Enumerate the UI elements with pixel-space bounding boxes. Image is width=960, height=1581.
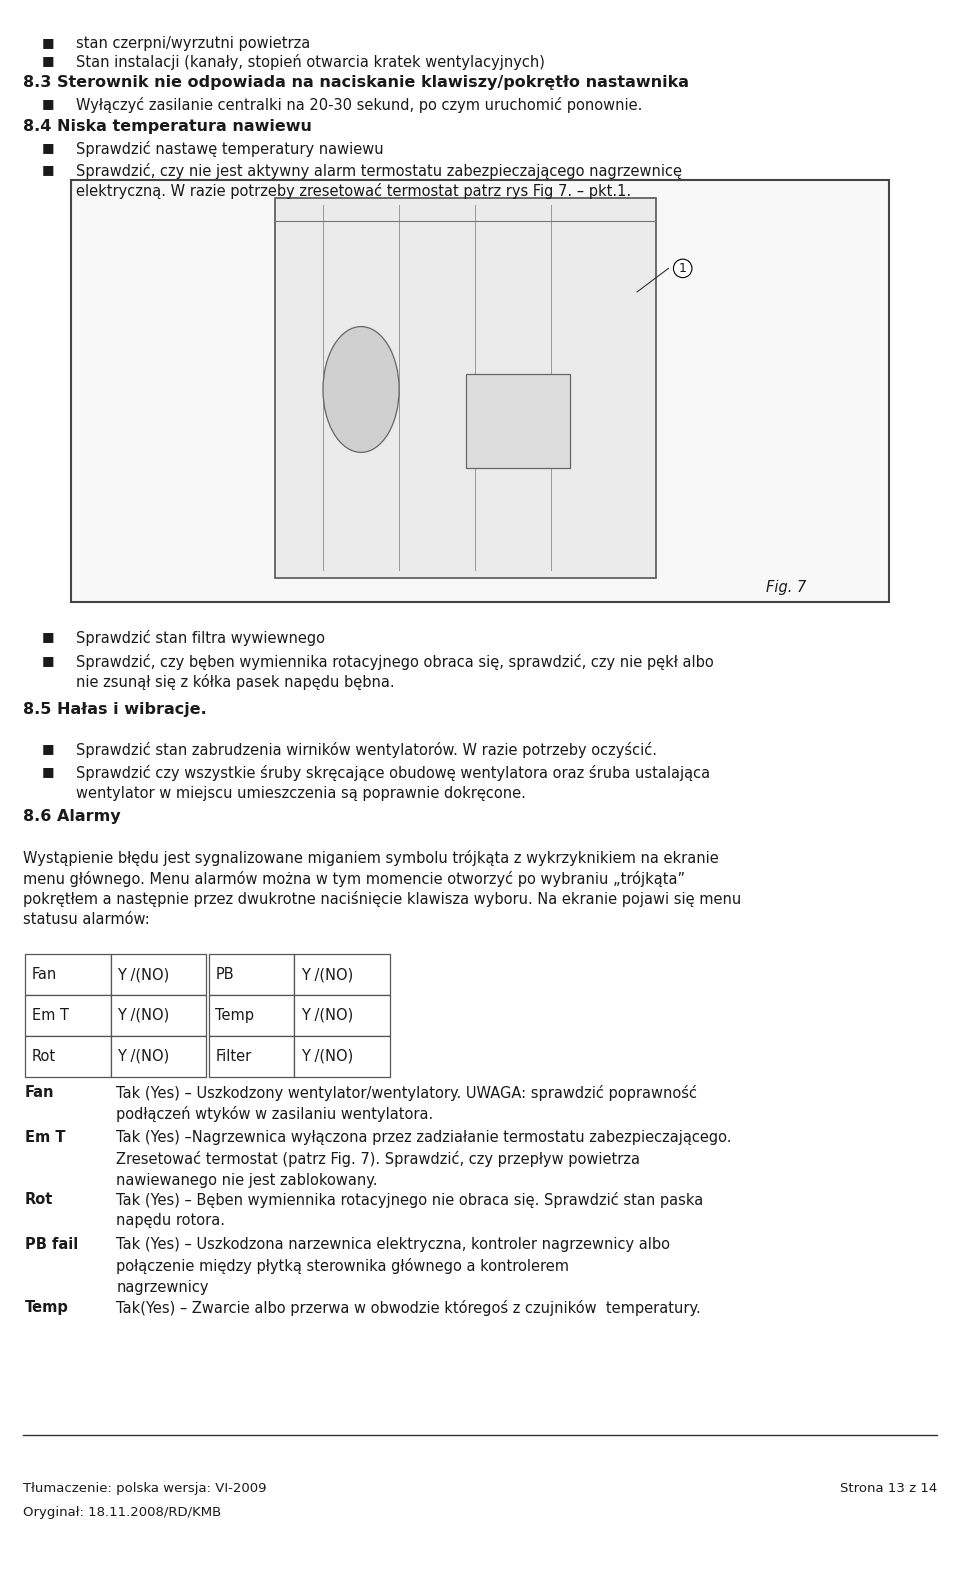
Text: PB: PB [215, 968, 234, 982]
Text: PB fail: PB fail [25, 1238, 79, 1252]
Text: Sprawdzić, czy nie jest aktywny alarm termostatu zabezpieczającego nagrzewnicę: Sprawdzić, czy nie jest aktywny alarm te… [76, 163, 682, 179]
Text: Tak (Yes) – Uszkodzony wentylator/wentylatory. UWAGA: sprawdzić poprawność: Tak (Yes) – Uszkodzony wentylator/wentyl… [116, 1085, 698, 1100]
Text: połączenie między płytką sterownika głównego a kontrolerem: połączenie między płytką sterownika głów… [116, 1258, 569, 1274]
Text: ■: ■ [42, 653, 55, 667]
Text: Tak (Yes) – Uszkodzona narzewnica elektryczna, kontroler nagrzewnicy albo: Tak (Yes) – Uszkodzona narzewnica elektr… [116, 1238, 670, 1252]
Text: ■: ■ [42, 36, 55, 49]
Bar [71, 180, 889, 602]
Text: Wyłączyć zasilanie centralki na 20-30 sekund, po czym uruchomić ponownie.: Wyłączyć zasilanie centralki na 20-30 se… [76, 96, 642, 112]
Text: Tak(Yes) – Zwarcie albo przerwa w obwodzie któregoś z czujników  temperatury.: Tak(Yes) – Zwarcie albo przerwa w obwodz… [116, 1300, 701, 1315]
Text: Rot: Rot [25, 1192, 54, 1206]
Text: ■: ■ [42, 741, 55, 754]
Text: ■: ■ [42, 96, 55, 111]
Text: Strona 13 z 14: Strona 13 z 14 [840, 1483, 937, 1496]
Text: nie zsunął się z kółka pasek napędu bębna.: nie zsunął się z kółka pasek napędu bębn… [76, 674, 395, 691]
Text: Stan instalacji (kanały, stopień otwarcia kratek wentylacyjnych): Stan instalacji (kanały, stopień otwarci… [76, 54, 544, 71]
Text: Y /(NO): Y /(NO) [117, 1009, 170, 1023]
Text: Em T: Em T [25, 1130, 65, 1145]
Text: Rot: Rot [32, 1048, 56, 1064]
Text: Sprawdzić nastawę temperatury nawiewu: Sprawdzić nastawę temperatury nawiewu [76, 141, 383, 157]
Text: statusu alarmów:: statusu alarmów: [23, 912, 150, 926]
Text: Y /(NO): Y /(NO) [117, 1048, 170, 1064]
Text: Sprawdzić, czy bęben wymiennika rotacyjnego obraca się, sprawdzić, czy nie pękł : Sprawdzić, czy bęben wymiennika rotacyjn… [76, 653, 713, 670]
Bar [208, 953, 295, 994]
Text: Fan: Fan [32, 968, 57, 982]
Text: Tak (Yes) –Nagrzewnica wyłączona przez zadziałanie termostatu zabezpieczającego.: Tak (Yes) –Nagrzewnica wyłączona przez z… [116, 1130, 732, 1145]
Bar [295, 994, 390, 1036]
Circle shape [323, 327, 399, 452]
Text: Fan: Fan [25, 1085, 55, 1100]
Text: menu głównego. Menu alarmów można w tym momencie otworzyć po wybraniu „trójkąta”: menu głównego. Menu alarmów można w tym … [23, 871, 685, 887]
Text: Sprawdzić stan filtra wywiewnego: Sprawdzić stan filtra wywiewnego [76, 631, 324, 647]
Text: ■: ■ [42, 163, 55, 175]
Text: wentylator w miejscu umieszczenia są poprawnie dokręcone.: wentylator w miejscu umieszczenia są pop… [76, 786, 525, 802]
Text: stan czerpni/wyrzutni powietrza: stan czerpni/wyrzutni powietrza [76, 36, 310, 51]
Text: elektryczną. W razie potrzeby zresetować termostat patrz rys Fig 7. – pkt.1.: elektryczną. W razie potrzeby zresetować… [76, 183, 631, 199]
Bar [208, 1036, 295, 1077]
Bar [25, 994, 110, 1036]
Text: Fig. 7: Fig. 7 [765, 580, 805, 596]
Text: ■: ■ [42, 765, 55, 778]
Text: Wystąpienie błędu jest sygnalizowane miganiem symbolu trójkąta z wykrzyknikiem n: Wystąpienie błędu jest sygnalizowane mig… [23, 851, 719, 866]
Bar [110, 953, 206, 994]
Text: Sprawdzić stan zabrudzenia wirników wentylatorów. W razie potrzeby oczyścić.: Sprawdzić stan zabrudzenia wirników went… [76, 741, 657, 757]
Text: 8.6 Alarmy: 8.6 Alarmy [23, 809, 121, 824]
Bar [295, 1036, 390, 1077]
Text: Tłumaczenie: polska wersja: VI-2009: Tłumaczenie: polska wersja: VI-2009 [23, 1483, 267, 1496]
Bar [276, 198, 656, 579]
Text: nawiewanego nie jest zablokowany.: nawiewanego nie jest zablokowany. [116, 1173, 378, 1187]
Bar [208, 994, 295, 1036]
Text: Em T: Em T [32, 1009, 69, 1023]
Text: 8.3 Sterownik nie odpowiada na naciskanie klawiszy/pokrętło nastawnika: 8.3 Sterownik nie odpowiada na naciskani… [23, 74, 689, 90]
Text: Y /(NO): Y /(NO) [301, 1009, 353, 1023]
Text: Y /(NO): Y /(NO) [117, 968, 170, 982]
Bar [466, 373, 570, 468]
Text: Temp: Temp [215, 1009, 254, 1023]
Text: 8.5 Hałas i wibracje.: 8.5 Hałas i wibracje. [23, 702, 207, 718]
Text: Zresetować termostat (patrz Fig. 7). Sprawdzić, czy przepływ powietrza: Zresetować termostat (patrz Fig. 7). Spr… [116, 1151, 640, 1167]
Text: Temp: Temp [25, 1300, 69, 1315]
Bar [295, 953, 390, 994]
Bar [25, 1036, 110, 1077]
Text: nagrzewnicy: nagrzewnicy [116, 1279, 209, 1295]
Bar [25, 953, 110, 994]
Bar [110, 1036, 206, 1077]
Text: napędu rotora.: napędu rotora. [116, 1213, 226, 1228]
Text: podłączeń wtyków w zasilaniu wentylatora.: podłączeń wtyków w zasilaniu wentylatora… [116, 1105, 434, 1123]
Text: ■: ■ [42, 141, 55, 153]
Text: Sprawdzić czy wszystkie śruby skręcające obudowę wentylatora oraz śruba ustalają: Sprawdzić czy wszystkie śruby skręcające… [76, 765, 709, 781]
Text: ■: ■ [42, 631, 55, 643]
Text: Y /(NO): Y /(NO) [301, 1048, 353, 1064]
Text: Filter: Filter [215, 1048, 252, 1064]
Text: 8.4 Niska temperatura nawiewu: 8.4 Niska temperatura nawiewu [23, 119, 312, 134]
Text: Oryginał: 18.11.2008/RD/KMB: Oryginał: 18.11.2008/RD/KMB [23, 1507, 222, 1519]
Text: Y /(NO): Y /(NO) [301, 968, 353, 982]
Text: Tak (Yes) – Bęben wymiennika rotacyjnego nie obraca się. Sprawdzić stan paska: Tak (Yes) – Bęben wymiennika rotacyjnego… [116, 1192, 704, 1208]
Text: ■: ■ [42, 54, 55, 68]
Text: pokrętłem a następnie przez dwukrotne naciśnięcie klawisza wyboru. Na ekranie po: pokrętłem a następnie przez dwukrotne na… [23, 892, 741, 907]
Bar [110, 994, 206, 1036]
Text: 1: 1 [679, 262, 686, 275]
